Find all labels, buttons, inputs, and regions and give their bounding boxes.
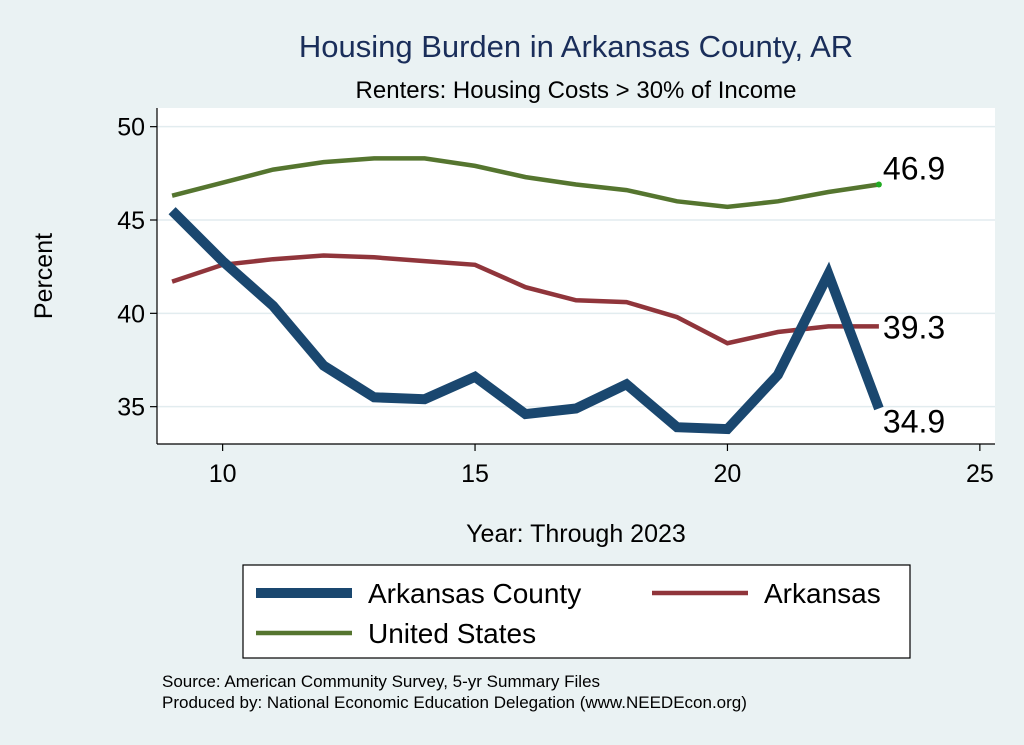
- series-line-arkansas-county: [168, 207, 884, 435]
- legend-label-arkansas: Arkansas: [764, 578, 881, 609]
- x-tick-label: 15: [461, 460, 489, 488]
- x-tick-label: 25: [966, 460, 994, 488]
- chart-subtitle: Renters: Housing Costs > 30% of Income: [356, 77, 797, 104]
- y-tick-label: 35: [117, 394, 145, 422]
- x-axis-title: Year: Through 2023: [466, 520, 686, 548]
- source-note: Source: American Community Survey, 5-yr …: [162, 672, 600, 691]
- series-line-united-states: [171, 156, 880, 210]
- legend-box: [242, 564, 911, 659]
- legend-label-united-states: United States: [368, 618, 536, 649]
- producer-note: Produced by: National Economic Education…: [162, 693, 747, 712]
- y-tick-label: 50: [117, 114, 145, 142]
- y-axis-title: Percent: [30, 233, 58, 319]
- chart-title: Housing Burden in Arkansas County, AR: [299, 29, 853, 64]
- end-labels: 34.9 39.3 46.9: [883, 151, 945, 440]
- y-tick-label: 45: [117, 207, 145, 235]
- axis-ticks: 35 40 45 50 10 15 20 25: [117, 114, 994, 488]
- x-tick-label: 10: [209, 460, 237, 488]
- end-label-united-states: 46.9: [883, 151, 945, 187]
- legend: Arkansas County Arkansas United States: [256, 578, 881, 649]
- series-lines: [168, 156, 884, 435]
- grid-lines: [157, 125, 995, 408]
- end-point-united-states: [875, 181, 882, 188]
- x-tick-label: 20: [714, 460, 742, 488]
- y-tick-label: 40: [117, 300, 145, 328]
- series-line-arkansas: [171, 253, 879, 346]
- end-label-arkansas-county: 34.9: [883, 404, 945, 440]
- end-label-arkansas: 39.3: [883, 309, 945, 345]
- legend-label-arkansas-county: Arkansas County: [368, 578, 581, 609]
